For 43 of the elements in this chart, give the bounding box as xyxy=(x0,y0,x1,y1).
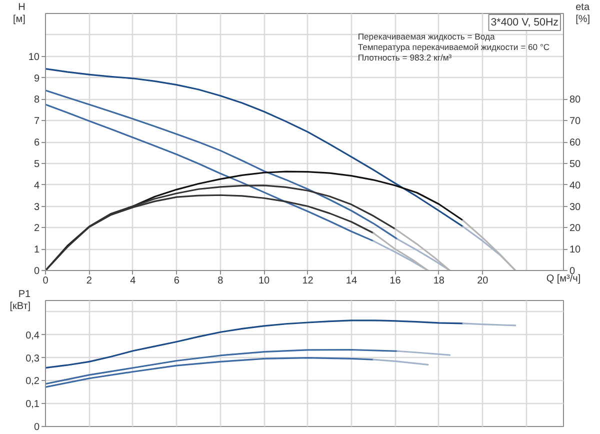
y-axis-title: H [м] xyxy=(12,2,26,26)
x-tick-label: 12 xyxy=(302,276,314,286)
y-axis-title: P1 [кВт] xyxy=(10,288,32,312)
y2-tick-label: 30 xyxy=(570,202,582,213)
y2-tick-label: 80 xyxy=(570,94,582,106)
y2-tick-label: 10 xyxy=(570,244,582,256)
annotation: Перекачиваемая жидкость = Вода xyxy=(358,32,495,42)
x-tick-label: 8 xyxy=(218,276,224,286)
y2-tick-label: 50 xyxy=(570,158,582,170)
x-tick-label: 10 xyxy=(258,276,270,286)
x-tick-label: 14 xyxy=(346,276,358,286)
y-tick-label: 0,4 xyxy=(26,330,40,342)
y-tick-label: 9 xyxy=(34,73,40,84)
y-tick-label: 0 xyxy=(34,266,40,277)
y-tick-label: 5 xyxy=(34,158,40,170)
x-tick-label: 2 xyxy=(86,276,92,286)
x-axis-title: Q [м³/ч] xyxy=(546,274,581,284)
y-tick-label: 8 xyxy=(34,94,40,106)
y2-tick-label: 40 xyxy=(570,180,582,192)
x-tick-label: 6 xyxy=(174,276,180,286)
y-tick-label: 0,1 xyxy=(26,399,40,410)
y-tick-label: 4 xyxy=(34,180,40,192)
y-tick-label: 0 xyxy=(34,422,40,433)
y-tick-label: 10 xyxy=(28,52,40,63)
y-tick-label: 1 xyxy=(34,244,40,256)
y-tick-label: 2 xyxy=(34,223,40,234)
x-tick-label: 18 xyxy=(433,276,445,286)
annotation: Температура перекачиваемой жидкости = 60 °C xyxy=(358,42,550,52)
y-tick-label: 0,2 xyxy=(26,376,40,388)
y-tick-label: 3 xyxy=(34,202,40,213)
y2-tick-label: 60 xyxy=(570,138,582,148)
y-tick-label: 0,3 xyxy=(26,353,40,364)
annotation: Плотность = 983.2 кг/м³ xyxy=(358,52,452,62)
x-tick-label: 20 xyxy=(477,276,489,286)
chart-title: 3*400 V, 50Hz xyxy=(490,16,559,28)
y2-tick-label: 20 xyxy=(570,223,582,234)
y-tick-label: 7 xyxy=(34,116,40,128)
y2-axis-title: eta [%] xyxy=(576,2,590,26)
y2-tick-label: 70 xyxy=(570,116,582,128)
y-tick-label: 6 xyxy=(34,138,40,148)
x-tick-label: 4 xyxy=(130,276,136,286)
x-tick-label: 16 xyxy=(390,276,402,286)
x-tick-label: 0 xyxy=(42,276,49,286)
